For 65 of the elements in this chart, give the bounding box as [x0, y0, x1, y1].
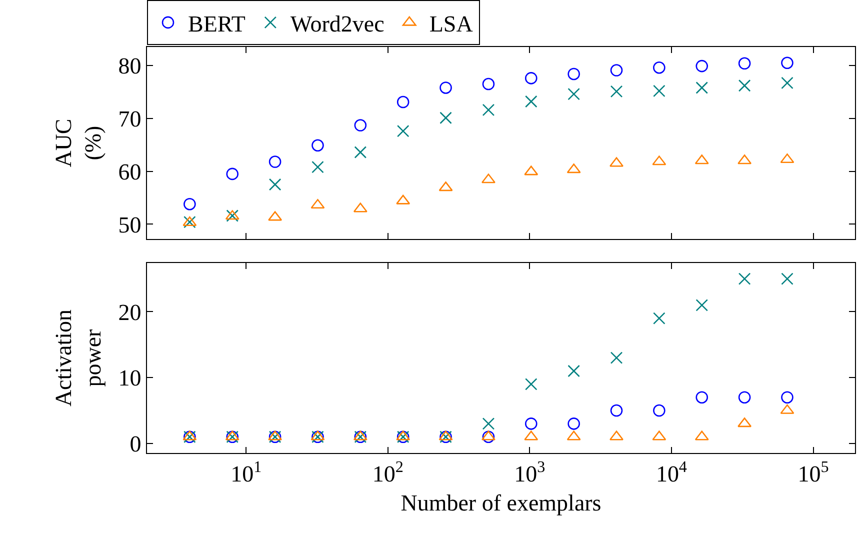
point — [696, 82, 708, 94]
point — [568, 68, 580, 80]
point — [610, 404, 623, 417]
x-axis-title: Number of exemplars — [400, 490, 602, 516]
y-tick-label: 50 — [118, 212, 142, 238]
point — [226, 168, 239, 180]
point — [653, 404, 666, 417]
point — [781, 56, 794, 70]
point — [610, 85, 623, 98]
point — [482, 430, 495, 444]
point — [524, 418, 538, 430]
legend-label: Word2vec — [290, 11, 384, 36]
point — [524, 72, 538, 84]
y-tick-label: 20 — [118, 300, 142, 325]
point — [268, 156, 282, 168]
x-tick-label: 10$^{5}$ — [798, 459, 829, 487]
point — [482, 418, 495, 430]
point — [653, 312, 666, 324]
y-tick-label: 10 — [118, 366, 142, 391]
point — [440, 82, 452, 94]
y-tick-label: 70 — [118, 106, 142, 132]
y-axis-title: Activation power — [50, 308, 106, 407]
y-tick-label: 0 — [130, 432, 142, 456]
point — [268, 178, 282, 191]
y-tick-label: 60 — [118, 159, 142, 184]
point — [354, 119, 367, 132]
point — [568, 88, 580, 100]
y-axis-title: AUC (%) — [50, 118, 106, 168]
x-tick-label: 10$^{1}$ — [230, 459, 262, 487]
point — [738, 391, 751, 404]
point — [524, 378, 538, 390]
point — [184, 198, 196, 210]
point — [568, 418, 580, 430]
point — [653, 84, 666, 98]
point — [396, 96, 410, 108]
x-tick-label: 10$^{3}$ — [514, 459, 546, 487]
legend-label: BERT — [188, 11, 246, 36]
point — [781, 76, 794, 90]
point — [354, 146, 367, 158]
point — [696, 391, 708, 404]
point — [482, 104, 495, 116]
point — [781, 391, 794, 404]
point — [696, 299, 708, 312]
point — [610, 430, 624, 440]
point — [738, 79, 751, 92]
point — [738, 272, 751, 285]
point — [312, 160, 324, 174]
y-tick-label: 80 — [118, 54, 142, 79]
point — [440, 112, 452, 124]
point — [610, 352, 623, 364]
legend-label: LSA — [429, 11, 474, 36]
point — [610, 64, 623, 76]
x-tick-label: 10$^{2}$ — [372, 459, 404, 487]
point — [312, 139, 324, 152]
point — [482, 78, 495, 90]
point — [568, 364, 580, 378]
point — [524, 95, 538, 108]
point — [738, 57, 751, 70]
x-tick-label: 10$^{4}$ — [656, 459, 687, 487]
point — [781, 272, 794, 285]
point — [184, 216, 196, 228]
point — [610, 157, 624, 167]
point — [696, 60, 708, 72]
point — [653, 61, 666, 74]
point — [396, 124, 410, 138]
